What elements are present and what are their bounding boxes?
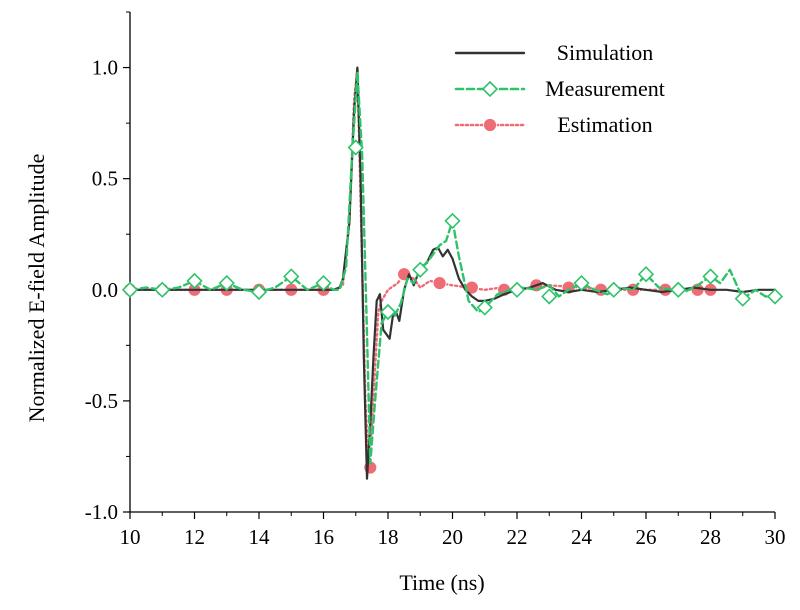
series-measurement bbox=[121, 70, 784, 465]
measurement-marker bbox=[734, 290, 751, 307]
simulation-line bbox=[128, 66, 777, 480]
x-tick-label: 30 bbox=[765, 525, 786, 549]
measurement-marker bbox=[573, 274, 590, 292]
measurement-marker bbox=[766, 288, 784, 305]
measurement-marker bbox=[283, 268, 300, 285]
y-tick-label: 0.5 bbox=[92, 167, 118, 191]
x-axis-title: Time (ns) bbox=[399, 570, 484, 595]
x-tick-label: 10 bbox=[120, 525, 141, 549]
x-tick-label: 28 bbox=[700, 525, 721, 549]
label-layer: Time (ns) Normalized E-field Amplitude bbox=[24, 154, 485, 595]
measurement-marker bbox=[379, 303, 397, 321]
measurement-marker bbox=[541, 288, 558, 305]
measurement-marker bbox=[605, 281, 622, 298]
measurement-marker bbox=[315, 274, 332, 292]
measurement-marker bbox=[218, 274, 235, 292]
measurement-marker bbox=[412, 261, 429, 278]
y-tick-label: -1.0 bbox=[85, 500, 118, 524]
measurement-marker bbox=[508, 281, 526, 298]
legend-marker-measurement bbox=[481, 80, 499, 98]
y-tick-label: 1.0 bbox=[92, 56, 118, 80]
x-tick-label: 22 bbox=[507, 525, 528, 549]
measurement-marker bbox=[186, 272, 203, 290]
measurement-marker bbox=[250, 283, 268, 301]
legend: Simulation Measurement Estimation bbox=[454, 40, 665, 137]
measurement-marker bbox=[121, 281, 139, 298]
legend-label-measurement: Measurement bbox=[545, 76, 665, 101]
x-tick-label: 20 bbox=[442, 525, 463, 549]
x-tick-label: 26 bbox=[636, 525, 657, 549]
measurement-marker bbox=[444, 212, 461, 230]
x-tick-label: 18 bbox=[378, 525, 399, 549]
y-tick-label: -0.5 bbox=[85, 389, 118, 413]
measurement-marker bbox=[702, 268, 719, 285]
y-axis-title: Normalized E-field Amplitude bbox=[24, 154, 49, 423]
legend-label-simulation: Simulation bbox=[557, 40, 654, 65]
y-tick-label: 0.0 bbox=[92, 278, 118, 302]
measurement-marker bbox=[154, 281, 171, 298]
x-tick-label: 16 bbox=[313, 525, 334, 549]
x-tick-label: 14 bbox=[249, 525, 271, 549]
x-tick-label: 12 bbox=[184, 525, 205, 549]
axes-layer: 10 12 14 16 18 20 22 24 26 28 30 -1.0 -0.5 0.0 0.5 1.0 bbox=[85, 11, 786, 549]
measurement-marker bbox=[637, 266, 655, 283]
measurement-marker bbox=[476, 299, 493, 316]
measurement-marker bbox=[670, 281, 687, 298]
x-tick-label: 24 bbox=[571, 525, 593, 549]
estimation-marker bbox=[432, 276, 447, 291]
legend-label-estimation: Estimation bbox=[557, 112, 652, 137]
measurement-marker bbox=[347, 139, 364, 156]
series-simulation bbox=[128, 66, 777, 480]
series-layer bbox=[121, 66, 784, 480]
measurement-line bbox=[128, 70, 777, 465]
legend-marker-estimation bbox=[483, 118, 497, 132]
